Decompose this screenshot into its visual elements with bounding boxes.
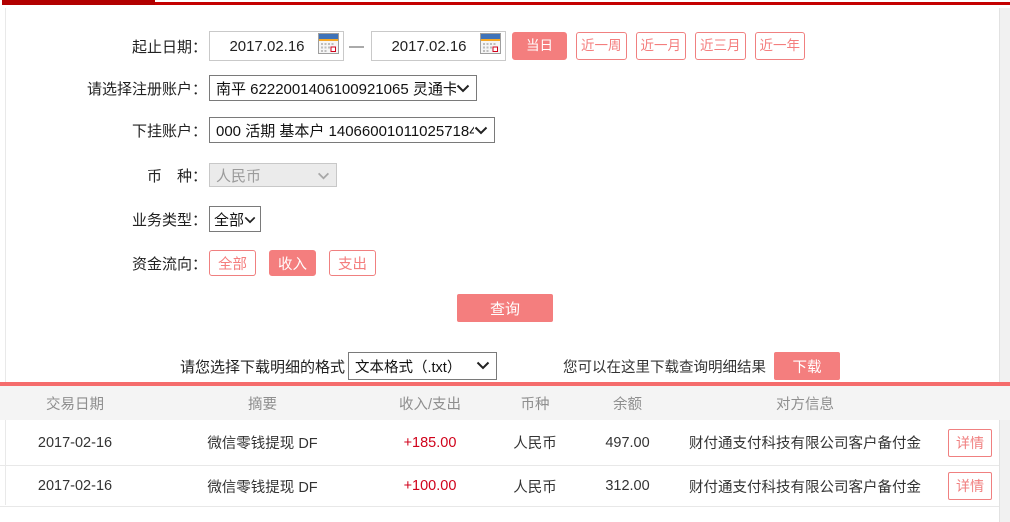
tab-bar-underline	[155, 2, 1010, 5]
table-header: 交易日期 摘要 收入/支出 币种 余额 对方信息	[0, 386, 1010, 420]
business-type-row: 业务类型： 全部	[0, 206, 1010, 232]
register-account-label: 请选择注册账户：	[86, 80, 207, 98]
cell-balance: 497.00	[605, 434, 650, 451]
register-account-row: 请选择注册账户： 南平 6222001406100921065 灵通卡	[0, 75, 1010, 101]
quick-range-week-button[interactable]: 近一周	[576, 32, 627, 60]
active-tab-indicator	[2, 0, 155, 5]
cell-date: 2017-02-16	[37, 478, 113, 494]
transaction-query-form: 起止日期： 2017.02.16 — 2017.02.16 当日 近一周 近一月…	[0, 6, 1010, 380]
chevron-down-icon	[474, 122, 488, 139]
fund-flow-label: 资金流向：	[131, 255, 207, 273]
cell-summary: 微信零钱提现 DF	[207, 436, 318, 452]
cell-currency: 人民币	[513, 479, 557, 496]
section-divider	[0, 382, 1010, 386]
download-hint-text: 您可以在这里下载查询明细结果	[563, 359, 766, 376]
currency-value: 人民币	[216, 167, 262, 185]
top-tab-bar	[0, 0, 1010, 6]
download-row: 请您选择下载明细的格式 文本格式（.txt） 您可以在这里下载查询明细结果 下载	[0, 352, 1010, 380]
end-date-input[interactable]: 2017.02.16	[371, 31, 506, 61]
cell-amount: +185.00	[403, 434, 457, 451]
date-range-row: 起止日期： 2017.02.16 — 2017.02.16 当日 近一周 近一月…	[0, 31, 1010, 61]
col-header-counterparty: 对方信息	[776, 396, 834, 413]
chevron-down-icon	[476, 358, 490, 374]
register-account-value: 南平 6222001406100921065 灵通卡	[216, 80, 456, 98]
download-format-label: 请您选择下载明细的格式	[179, 358, 345, 376]
col-header-date: 交易日期	[46, 396, 104, 413]
download-button[interactable]: 下载	[774, 352, 840, 380]
currency-row: 币 种： 人民币	[0, 163, 1010, 187]
fund-flow-all-button[interactable]: 全部	[209, 250, 256, 276]
download-format-select[interactable]: 文本格式（.txt）	[348, 352, 497, 380]
table-row: 2017-02-16 微信零钱提现 DF +100.00 人民币 312.00 …	[0, 466, 1010, 507]
register-account-select[interactable]: 南平 6222001406100921065 灵通卡	[209, 75, 477, 101]
calendar-icon[interactable]	[318, 33, 339, 59]
sub-account-label: 下挂账户：	[131, 122, 207, 140]
cell-summary: 微信零钱提现 DF	[207, 479, 318, 496]
quick-range-today-button[interactable]: 当日	[512, 32, 567, 60]
fund-flow-row: 资金流向： 全部 收入 支出	[0, 250, 1010, 276]
business-type-value: 全部	[214, 211, 244, 229]
business-type-select[interactable]: 全部	[209, 206, 261, 232]
business-type-label: 业务类型：	[131, 211, 207, 229]
chevron-down-icon	[456, 80, 470, 97]
fund-flow-income-button[interactable]: 收入	[269, 250, 316, 276]
cell-date: 2017-02-16	[37, 434, 113, 451]
currency-label: 币 种：	[146, 167, 207, 185]
date-range-label: 起止日期：	[131, 38, 207, 56]
col-header-balance: 余额	[613, 396, 642, 413]
col-header-currency: 币种	[520, 396, 550, 413]
cell-amount: +100.00	[403, 478, 457, 494]
cell-balance: 312.00	[605, 478, 650, 494]
detail-button[interactable]: 详情	[948, 428, 992, 457]
fund-flow-expense-button[interactable]: 支出	[329, 250, 376, 276]
download-format-value: 文本格式（.txt）	[355, 359, 462, 376]
chevron-down-icon	[244, 211, 256, 228]
scrollbar-track[interactable]	[999, 8, 1010, 522]
col-header-summary: 摘要	[248, 396, 277, 413]
query-button[interactable]: 查询	[457, 294, 553, 322]
quick-range-year-button[interactable]: 近一年	[754, 32, 805, 60]
sub-account-row: 下挂账户： 000 活期 基本户 1406600101102571848	[0, 117, 1010, 143]
start-date-input[interactable]: 2017.02.16	[209, 31, 344, 61]
cell-counterparty: 财付通支付科技有限公司客户备付金	[689, 479, 921, 496]
sub-account-select[interactable]: 000 活期 基本户 1406600101102571848	[209, 117, 495, 143]
cell-currency: 人民币	[513, 436, 557, 452]
detail-button[interactable]: 详情	[948, 472, 992, 500]
calendar-icon[interactable]	[480, 33, 501, 59]
quick-range-month-button[interactable]: 近一月	[635, 32, 686, 60]
quick-range-3month-button[interactable]: 近三月	[695, 32, 746, 60]
col-header-amount: 收入/支出	[398, 396, 462, 413]
query-row: 查询	[0, 294, 1010, 322]
end-date-value: 2017.02.16	[391, 37, 467, 55]
date-range-separator: —	[349, 37, 364, 55]
cell-counterparty: 财付通支付科技有限公司客户备付金	[689, 436, 921, 452]
currency-select-disabled: 人民币	[209, 163, 337, 187]
sub-account-value: 000 活期 基本户 1406600101102571848	[216, 122, 474, 140]
table-row: 2017-02-16 微信零钱提现 DF +185.00 人民币 497.00 …	[0, 420, 1010, 466]
chevron-down-icon	[317, 167, 330, 184]
panel-left-border	[5, 8, 6, 505]
start-date-value: 2017.02.16	[229, 37, 305, 55]
